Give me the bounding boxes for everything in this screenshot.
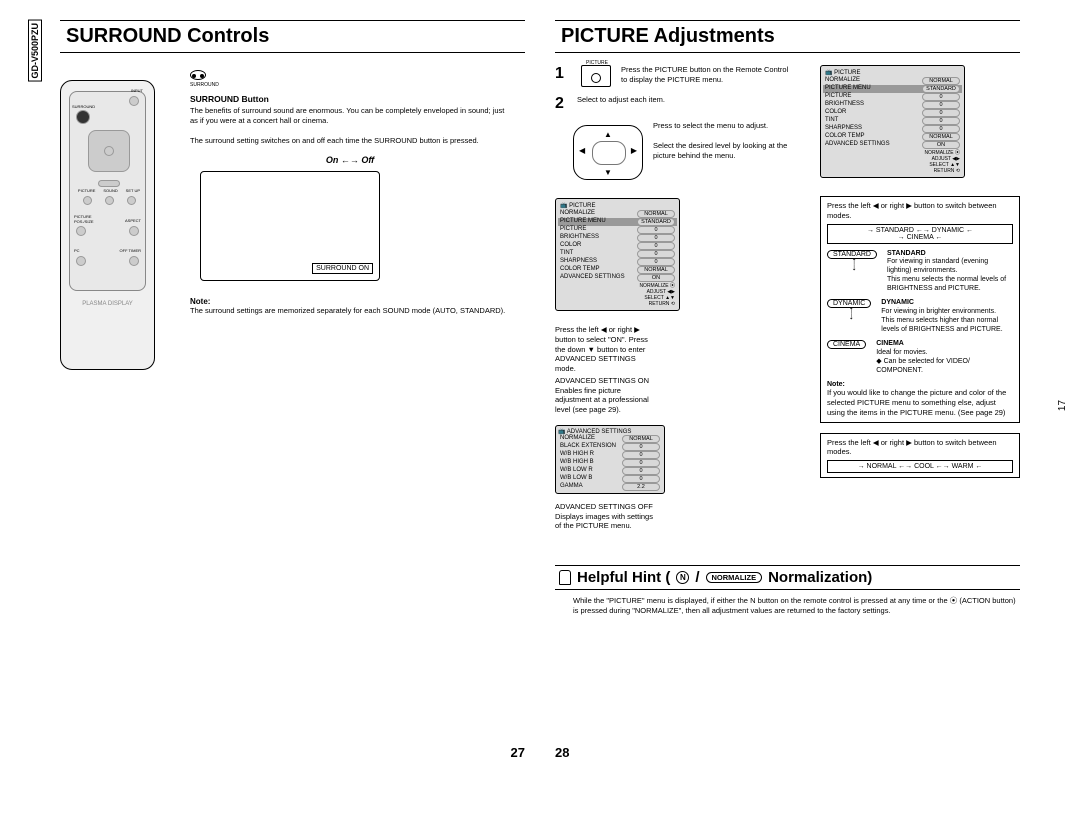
adv-hint-text: Press the left ◀ or right ▶ button to se… bbox=[555, 325, 654, 374]
remote-illustration: INPUT SURROUND PICTURE SOUND SET UP PICT… bbox=[60, 80, 155, 370]
helpful-hint-title: Helpful Hint ( N / NORMALIZE Normalizati… bbox=[555, 565, 1020, 590]
adv-off-label: ADVANCED SETTINGS OFF bbox=[555, 502, 654, 512]
temp-switch-text: Press the left ◀ or right ▶ button to sw… bbox=[827, 438, 1013, 458]
remote-picpos-btn bbox=[76, 226, 86, 236]
remote-picture-lbl: PICTURE bbox=[78, 188, 96, 193]
mode-note-label: Note: bbox=[827, 381, 845, 388]
mode-switch-text: Press the left ◀ or right ▶ button to sw… bbox=[827, 201, 1013, 221]
helpful-hint-body: While the "PICTURE" menu is displayed, i… bbox=[555, 596, 1020, 616]
remote-input-button bbox=[129, 96, 139, 106]
n-button-icon: N bbox=[676, 571, 689, 584]
spine-model-label: GD-V500PZU bbox=[28, 20, 42, 82]
remote-offtimer-lbl: OFF TIMER bbox=[120, 248, 141, 253]
right-page: PICTURE Adjustments 1 PICTURE Press the … bbox=[555, 20, 1020, 740]
remote-input-label: INPUT bbox=[131, 88, 143, 93]
mode-note-text: If you would like to change the picture … bbox=[827, 388, 1013, 417]
remote-sound-btn bbox=[105, 196, 114, 205]
surround-toggle-label: On ←→ Off bbox=[190, 155, 510, 165]
side-page-number: 17 bbox=[1057, 400, 1068, 411]
remote-picture-btn bbox=[83, 196, 92, 205]
remote-aspect-lbl: ASPECT bbox=[125, 218, 141, 223]
remote-bar-button bbox=[98, 180, 120, 187]
mode-standard: STANDARD↑↓STANDARDFor viewing in standar… bbox=[827, 250, 1013, 294]
remote-offtimer-btn bbox=[129, 256, 139, 266]
surround-note-text: The surround settings are memorized sepa… bbox=[190, 306, 510, 316]
surround-osd: SURROUND ON bbox=[312, 263, 373, 274]
adv-on-text: Enables fine picture adjustment at a pro… bbox=[555, 386, 654, 415]
tv-screen-illustration: SURROUND ON bbox=[200, 171, 380, 281]
page-spread: SURROUND Controls INPUT SURROUND PICTURE bbox=[60, 20, 1020, 740]
picture-section-title: PICTURE Adjustments bbox=[555, 20, 1020, 53]
picture-button-icon: PICTURE bbox=[581, 65, 611, 87]
step-1-text: Press the PICTURE button on the Remote C… bbox=[621, 65, 790, 85]
remote-brand-label: PLASMA DISPLAY bbox=[61, 301, 154, 307]
step-2-sub1: Press to select the menu to adjust. bbox=[653, 121, 790, 131]
dpad-illustration: ▲ ▼ ◀ ▶ bbox=[573, 125, 643, 180]
picture-menu-osd-large: 📺 PICTURENORMALIZENORMALPICTURE MENUSTAN… bbox=[820, 65, 965, 178]
advanced-settings-osd: 📺 ADVANCED SETTINGSNORMALIZENORMALBLACK … bbox=[555, 425, 665, 494]
step-2-text: Select to adjust each item. bbox=[577, 95, 665, 105]
right-page-number: 28 bbox=[555, 745, 569, 760]
surround-toggle-desc: The surround setting switches on and off… bbox=[190, 136, 510, 146]
remote-pc-lbl: PC bbox=[74, 248, 80, 253]
adv-on-label: ADVANCED SETTINGS ON bbox=[555, 376, 654, 386]
step-2-sub2: Select the desired level by looking at t… bbox=[653, 141, 790, 161]
left-page-number: 27 bbox=[511, 745, 525, 760]
picture-mode-box: Press the left ◀ or right ▶ button to sw… bbox=[820, 196, 1020, 423]
picture-menu-osd-small: 📺 PICTURENORMALIZENORMALPICTURE MENUSTAN… bbox=[555, 198, 680, 311]
surround-button-heading: SURROUND Button bbox=[190, 94, 510, 104]
remote-sound-lbl: SOUND bbox=[103, 188, 117, 193]
adv-off-text: Displays images with settings of the PIC… bbox=[555, 512, 654, 532]
mode-dynamic: DYNAMIC↑↓DYNAMICFor viewing in brighter … bbox=[827, 299, 1013, 334]
remote-pc-btn bbox=[76, 256, 86, 266]
color-temp-box: Press the left ◀ or right ▶ button to sw… bbox=[820, 433, 1020, 479]
picture-button-icon-label: PICTURE bbox=[586, 60, 608, 66]
remote-setup-btn bbox=[127, 196, 136, 205]
step-2-number: 2 bbox=[555, 95, 571, 113]
mode-cinema: CINEMACINEMAIdeal for movies.◆ Can be se… bbox=[827, 340, 1013, 375]
remote-surround-button bbox=[76, 110, 90, 124]
surround-icon-label: SURROUND bbox=[190, 82, 510, 88]
remote-surround-label: SURROUND bbox=[72, 104, 95, 109]
normalize-chip: NORMALIZE bbox=[706, 572, 763, 583]
surround-section-title: SURROUND Controls bbox=[60, 20, 525, 53]
lightbulb-icon bbox=[559, 570, 571, 585]
left-page: SURROUND Controls INPUT SURROUND PICTURE bbox=[60, 20, 525, 740]
remote-aspect-btn bbox=[129, 226, 139, 236]
temp-cycle-diagram: → NORMAL ←→ COOL ←→ WARM ← bbox=[827, 460, 1013, 473]
step-1-number: 1 bbox=[555, 65, 571, 83]
mode-cycle-diagram: → STANDARD ←→ DYNAMIC ← → CINEMA ← bbox=[827, 224, 1013, 244]
surround-button-desc: The benefits of surround sound are enorm… bbox=[190, 106, 510, 126]
surround-note-label: Note: bbox=[190, 297, 210, 306]
remote-setup-lbl: SET UP bbox=[126, 188, 140, 193]
remote-ok-button bbox=[104, 146, 114, 156]
remote-picpos-lbl: PICTURE POS./SIZE bbox=[74, 214, 104, 224]
